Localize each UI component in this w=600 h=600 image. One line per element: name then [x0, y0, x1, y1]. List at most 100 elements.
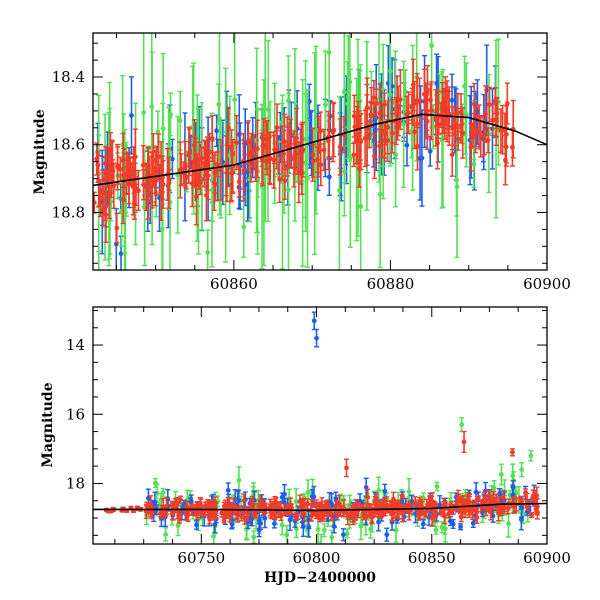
green-data-point — [344, 528, 350, 539]
green-outlier-point — [519, 461, 525, 478]
blue-data-point — [363, 477, 369, 498]
red-data-point — [227, 512, 233, 523]
red-data-point — [206, 500, 212, 514]
red-data-point — [335, 501, 341, 507]
red-data-point — [449, 132, 455, 177]
red-data-point — [421, 68, 427, 120]
red-data-point — [109, 140, 115, 188]
red-data-point — [246, 139, 252, 170]
red-data-point — [428, 81, 434, 141]
y-tick-label: 14 — [66, 336, 85, 354]
red-data-point — [314, 509, 320, 518]
red-data-point — [345, 508, 351, 526]
red-data-point — [316, 115, 322, 178]
red-data-point — [518, 495, 524, 503]
green-data-point — [215, 495, 221, 508]
green-data-point — [284, 525, 290, 544]
red-data-point — [94, 142, 100, 176]
green-data-point — [236, 466, 242, 495]
x-tick-label: 60900 — [523, 549, 571, 567]
red-data-point — [205, 151, 211, 201]
red-data-point — [378, 501, 384, 509]
x-tick-label: 60750 — [177, 549, 225, 567]
y-tick-label: 18.4 — [52, 68, 85, 86]
red-data-point — [442, 501, 448, 511]
blue-data-point — [427, 136, 433, 167]
plot-frame-bottom — [92, 306, 548, 545]
red-data-point — [387, 500, 393, 514]
red-data-point — [313, 499, 319, 509]
red-data-point — [458, 495, 464, 509]
red-data-point — [310, 127, 316, 182]
y-axis-title-bottom: Magnitude — [40, 382, 56, 467]
red-data-point — [277, 155, 283, 203]
red-data-point — [193, 168, 199, 226]
red-data-point — [357, 122, 363, 161]
x-tick-label: 60860 — [210, 275, 258, 293]
red-data-point — [486, 86, 492, 123]
red-data-point — [262, 502, 268, 509]
red-data-point — [372, 498, 378, 509]
red-data-point — [286, 507, 292, 514]
red-data-point — [385, 100, 391, 155]
model-curve — [93, 113, 547, 187]
red-data-point — [297, 494, 303, 509]
blue-outlier-point — [314, 328, 320, 348]
red-data-point — [274, 130, 280, 170]
red-outlier-point — [344, 458, 350, 478]
red-data-point — [264, 119, 270, 158]
red-data-point — [509, 127, 515, 167]
red-data-point — [436, 113, 442, 136]
red-data-point — [330, 101, 336, 163]
ticks-top: 60860 60880 60900 18.4 18.6 18.8 — [52, 33, 571, 293]
red-data-point — [291, 130, 297, 188]
green-data-point — [321, 523, 327, 538]
red-data-point — [373, 88, 379, 119]
y-tick-label: 16 — [66, 405, 85, 423]
blue-data-point — [214, 114, 220, 148]
red-data-point — [187, 128, 193, 177]
green-data-point — [401, 60, 407, 189]
red-data-point — [135, 169, 141, 212]
red-data-point — [354, 105, 360, 164]
green-data-point — [303, 60, 309, 219]
blue-data-point — [128, 76, 134, 155]
red-data-point — [503, 126, 509, 167]
red-data-point — [278, 510, 284, 522]
red-data-point — [498, 108, 504, 153]
red-data-point — [298, 123, 304, 185]
x-tick-label: 60900 — [523, 275, 571, 293]
red-data-point — [228, 167, 234, 203]
data-marks-top — [93, 33, 547, 270]
green-data-point — [439, 521, 445, 534]
red-data-point — [483, 85, 489, 143]
red-data-point — [417, 77, 423, 126]
blue-outlier-point — [311, 311, 317, 331]
red-data-point — [494, 97, 500, 130]
red-data-point — [234, 114, 240, 171]
red-data-point — [396, 107, 402, 137]
model-curve — [93, 502, 547, 512]
red-data-point — [177, 495, 183, 504]
red-outlier-point — [461, 430, 467, 454]
red-data-point — [475, 495, 481, 502]
blue-data-point — [458, 523, 464, 531]
blue-data-point — [450, 519, 456, 530]
red-data-point — [270, 506, 276, 516]
red-data-point — [253, 155, 259, 183]
red-data-point — [337, 118, 343, 176]
red-data-point — [114, 212, 120, 244]
red-data-point — [352, 110, 358, 143]
red-data-point — [201, 146, 207, 181]
red-data-point — [224, 144, 230, 203]
green-data-point — [163, 527, 169, 542]
red-data-point — [158, 141, 164, 192]
blue-data-point — [279, 492, 285, 503]
red-outlier-point — [509, 448, 515, 457]
red-data-point — [241, 493, 247, 508]
red-data-point — [529, 511, 535, 519]
full-light-curve-panel: 60750 60800 60850 60900 14 16 18 Magnitude HJD… — [40, 306, 571, 586]
red-data-point — [177, 141, 183, 199]
red-data-point — [349, 504, 355, 521]
plot-frame-top — [92, 32, 548, 271]
